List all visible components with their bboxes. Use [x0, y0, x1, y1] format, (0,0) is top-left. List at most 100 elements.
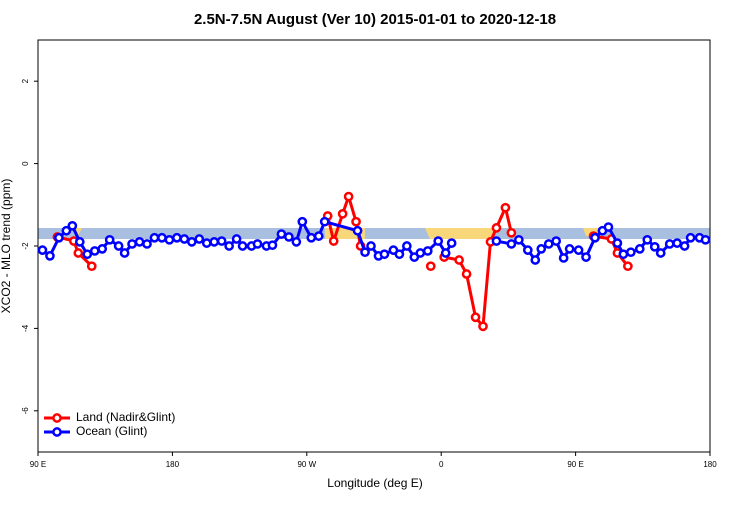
- data-point: [440, 248, 451, 258]
- data-point: [664, 239, 675, 249]
- series-line: [57, 191, 630, 331]
- data-point: [172, 232, 182, 243]
- data-point: [379, 249, 390, 260]
- data-point: [360, 247, 370, 258]
- y-tick-label: -6: [21, 407, 30, 415]
- data-point: [700, 234, 711, 245]
- data-point: [216, 236, 227, 246]
- y-tick-label: 2: [21, 78, 30, 83]
- legend-label: Ocean (Glint): [76, 424, 147, 438]
- data-point: [179, 234, 190, 244]
- data-point: [491, 236, 502, 246]
- data-point: [313, 231, 324, 241]
- data-point: [394, 249, 405, 260]
- data-point: [618, 249, 629, 260]
- data-point: [194, 234, 205, 244]
- data-point: [581, 252, 591, 262]
- y-tick-label: 0: [21, 161, 30, 166]
- data-point: [224, 241, 234, 251]
- x-tick-label: 90 E: [567, 460, 583, 469]
- data-point: [543, 239, 554, 249]
- data-point: [328, 236, 339, 246]
- data-point: [514, 234, 524, 245]
- data-point: [506, 227, 517, 238]
- data-point: [297, 216, 308, 227]
- data-point: [402, 241, 412, 251]
- data-point: [291, 237, 302, 247]
- legend-marker: [52, 427, 62, 437]
- data-point: [623, 261, 633, 272]
- data-point: [461, 269, 472, 279]
- data-point: [337, 209, 348, 219]
- data-point: [67, 220, 78, 231]
- data-point: [655, 248, 666, 258]
- data-point: [564, 244, 575, 254]
- data-point: [186, 237, 197, 247]
- data-point: [74, 237, 85, 247]
- legend-marker: [52, 413, 62, 423]
- data-point: [201, 238, 212, 248]
- data-point: [478, 321, 488, 332]
- x-tick-label: 90 E: [30, 460, 46, 469]
- data-point: [685, 232, 696, 243]
- data-point: [422, 246, 433, 256]
- data-point: [306, 232, 317, 243]
- data-point: [679, 241, 690, 251]
- data-point: [97, 244, 108, 254]
- data-point: [446, 238, 457, 248]
- data-point: [142, 239, 152, 249]
- data-point: [506, 239, 517, 249]
- data-point: [54, 232, 64, 243]
- data-point: [649, 241, 660, 252]
- data-point: [642, 234, 653, 245]
- data-point: [425, 261, 436, 272]
- x-tick-label: 180: [166, 460, 180, 469]
- data-point: [558, 253, 569, 263]
- data-point: [82, 249, 93, 260]
- data-point: [433, 236, 444, 246]
- chart-title: 2.5N-7.5N August (Ver 10) 2015-01-01 to …: [194, 11, 556, 28]
- data-point: [209, 237, 220, 247]
- data-point: [415, 248, 426, 258]
- data-point: [603, 222, 614, 232]
- x-tick-label: 0: [439, 460, 444, 469]
- data-point: [343, 191, 354, 202]
- data-point: [157, 232, 167, 243]
- y-tick-label: -2: [21, 242, 30, 250]
- data-point: [626, 247, 636, 258]
- data-point: [164, 234, 175, 245]
- data-point: [612, 238, 623, 248]
- data-point: [573, 245, 584, 255]
- data-point: [134, 237, 145, 247]
- data-point: [366, 241, 376, 251]
- data-point: [284, 232, 294, 242]
- data-point: [276, 229, 287, 239]
- data-point: [37, 245, 48, 255]
- data-point: [522, 245, 533, 255]
- ocean-band: [38, 228, 710, 239]
- data-point: [113, 241, 124, 251]
- data-point: [470, 312, 481, 323]
- y-tick-label: -4: [21, 324, 30, 332]
- data-point: [45, 251, 55, 261]
- data-point: [672, 238, 682, 248]
- land-band: [425, 228, 495, 239]
- x-tick-label: 180: [703, 460, 717, 469]
- data-point: [237, 241, 248, 251]
- data-point: [89, 246, 100, 256]
- data-point: [500, 202, 511, 213]
- data-point: [119, 248, 130, 258]
- x-axis-label: Longitude (deg E): [327, 476, 422, 490]
- data-point: [73, 248, 84, 258]
- data-point: [551, 236, 562, 246]
- data-point: [536, 244, 547, 254]
- y-axis-label: XCO2 - MLO trend (ppm): [0, 179, 13, 314]
- data-point: [252, 239, 263, 249]
- data-point: [352, 225, 363, 236]
- data-point: [454, 255, 464, 265]
- data-point: [61, 225, 72, 236]
- data-point: [530, 255, 541, 265]
- data-point: [351, 216, 361, 227]
- x-tick-label: 90 W: [297, 460, 316, 469]
